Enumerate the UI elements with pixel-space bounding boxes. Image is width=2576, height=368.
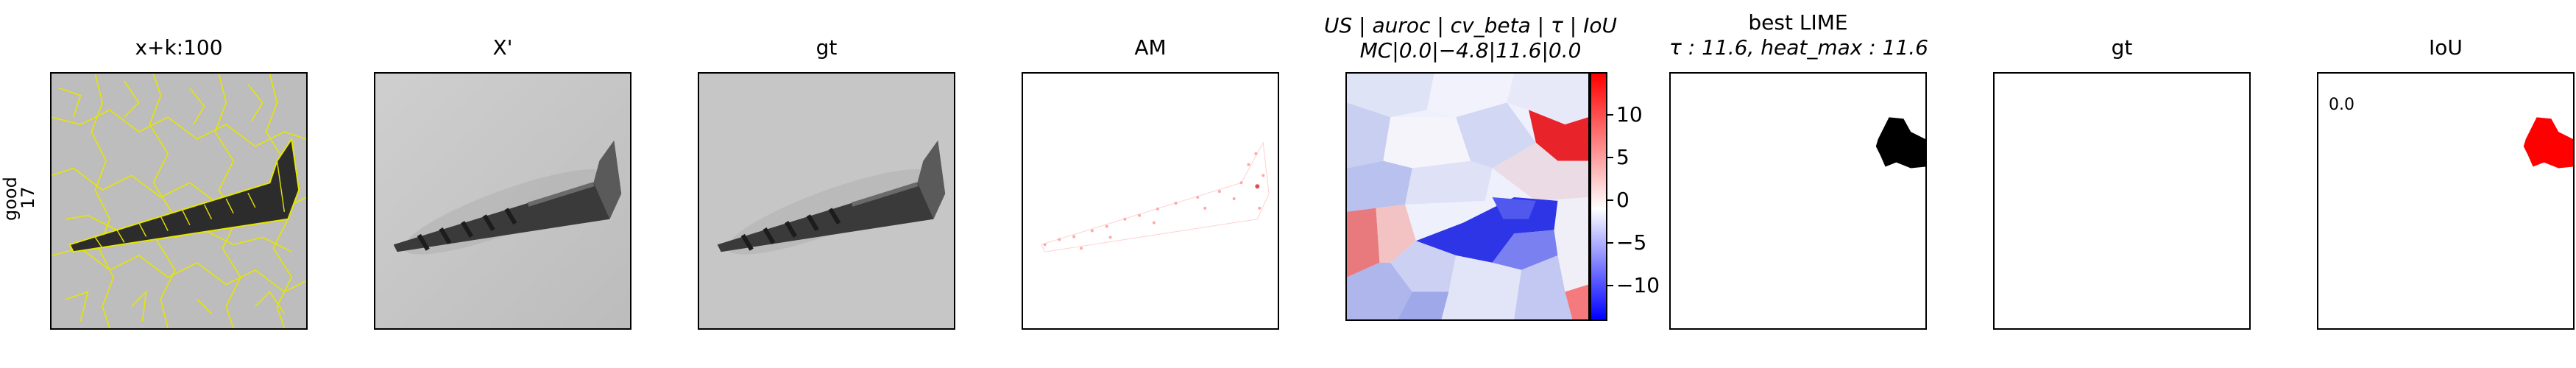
ground-truth-image-panel [698, 72, 955, 330]
colorbar-tick-10: 10 [1616, 102, 1643, 127]
superpixel-image [52, 74, 306, 328]
iou-value: 0.0 [2329, 96, 2354, 114]
colorbar-tick-5: 5 [1616, 145, 1630, 169]
colorbar-tick-0: 0 [1616, 188, 1630, 212]
anomaly-map-panel [1022, 72, 1279, 330]
iou-panel: 0.0 [2317, 72, 2575, 330]
panel-title-us-line2: MC|0.0|−4.8|11.6|0.0 [1359, 38, 1582, 63]
row-label: good 17 [0, 177, 38, 221]
colorbar [1590, 72, 1607, 321]
anomaly-map [1023, 74, 1278, 328]
panel-title-best-lime-params: τ : 11.6, heat_max : 11.6 [1669, 35, 1928, 60]
colorbar-tick-neg5: −5 [1616, 230, 1647, 255]
panel-title-gt-1: gt [815, 35, 838, 60]
panel-title-gt-2: gt [2111, 35, 2133, 60]
ground-truth-mask [1995, 74, 2249, 328]
superpixel-panel [50, 72, 308, 330]
ground-truth-mask-panel [1993, 72, 2251, 330]
colorbar-tick-neg10: −10 [1616, 273, 1660, 297]
input-image-panel [374, 72, 631, 330]
panel-title-x-prime: X' [492, 35, 513, 60]
panel-title-x-k: x+k:100 [135, 35, 223, 60]
best-lime-mask [1671, 74, 1925, 328]
iou-mask [2318, 74, 2573, 328]
superpixel-edges [52, 74, 306, 328]
lime-heatmap-panel [1345, 72, 1590, 321]
row-label-line1: good [0, 177, 21, 221]
panel-title-iou: IoU [2429, 35, 2463, 60]
panel-title-us-line1: US | auroc | cv_beta | τ | IoU [1324, 13, 1617, 38]
panel-title-best-lime: best LIME [1748, 10, 1848, 35]
best-lime-mask-panel [1669, 72, 1927, 330]
screw-image [375, 74, 630, 328]
lime-heatmap [1347, 74, 1588, 319]
screw-image-gt [699, 74, 954, 328]
panel-title-am: AM [1134, 35, 1167, 60]
row-label-line2: 17 [18, 186, 38, 209]
